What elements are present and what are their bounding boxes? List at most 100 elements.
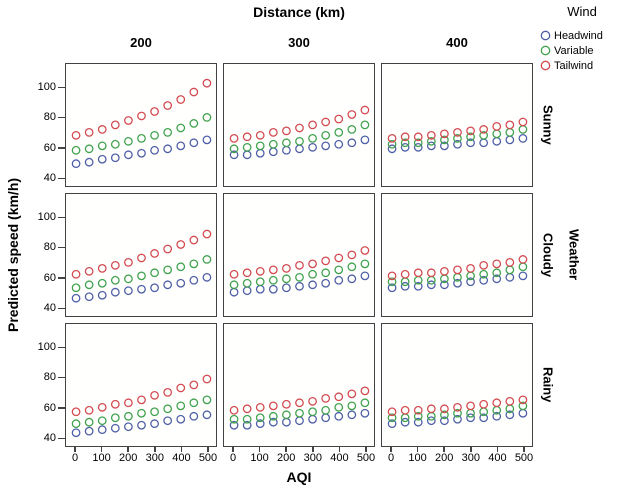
column-header-200: 200	[130, 35, 152, 50]
data-point-headwind	[518, 408, 528, 418]
row-header-cloudy: Cloudy	[540, 232, 556, 278]
data-point-headwind	[426, 141, 436, 151]
data-point-headwind	[189, 275, 199, 285]
data-point-tailwind	[518, 255, 528, 264]
data-point-headwind	[453, 414, 462, 424]
y-tick-label: 100	[37, 211, 56, 223]
data-point-variable	[440, 410, 449, 420]
data-point-headwind	[268, 417, 278, 427]
data-point-headwind	[84, 292, 94, 302]
data-point-headwind	[282, 145, 291, 155]
data-point-variable	[360, 120, 370, 130]
data-point-tailwind	[242, 404, 252, 414]
x-tick-label: 300	[145, 452, 164, 464]
data-point-headwind	[440, 416, 449, 426]
data-point-tailwind	[137, 111, 146, 121]
data-point-tailwind	[71, 269, 81, 279]
data-point-variable	[97, 416, 107, 426]
data-point-variable	[453, 408, 462, 418]
x-tick-mark	[180, 447, 183, 452]
data-point-variable	[282, 410, 291, 420]
x-tick-label: 400	[330, 452, 349, 464]
data-point-tailwind	[255, 266, 265, 276]
data-point-headwind	[84, 426, 94, 436]
data-point-tailwind	[453, 265, 462, 275]
data-point-tailwind	[347, 250, 357, 260]
data-point-headwind	[110, 153, 120, 163]
y-tick-label: 40	[43, 302, 56, 314]
data-point-tailwind	[97, 264, 107, 273]
data-point-variable	[334, 128, 344, 137]
data-point-headwind	[282, 283, 291, 293]
data-point-tailwind	[255, 130, 265, 140]
data-point-tailwind	[440, 129, 449, 139]
data-point-tailwind	[308, 259, 317, 269]
data-point-headwind	[308, 142, 317, 152]
data-point-headwind	[202, 410, 212, 420]
data-point-variable	[268, 411, 278, 421]
data-point-headwind	[163, 144, 173, 154]
data-point-tailwind	[110, 120, 120, 130]
data-point-headwind	[308, 280, 317, 290]
x-tick-mark	[154, 447, 156, 452]
data-point-tailwind	[176, 383, 186, 393]
data-point-tailwind	[202, 229, 212, 239]
data-point-variable	[255, 141, 265, 151]
data-point-headwind	[321, 413, 331, 423]
data-point-headwind	[295, 144, 304, 154]
data-point-variable	[360, 259, 370, 269]
data-point-variable	[505, 128, 515, 137]
data-point-tailwind	[466, 126, 475, 136]
data-point-variable	[308, 407, 317, 417]
data-point-variable	[150, 407, 159, 417]
data-point-tailwind	[71, 407, 81, 417]
data-point-variable	[321, 268, 331, 278]
data-point-tailwind	[518, 117, 528, 127]
x-tick-label: 200	[119, 452, 138, 464]
data-point-headwind	[150, 145, 159, 155]
data-point-variable	[387, 413, 397, 423]
data-point-headwind	[466, 413, 475, 423]
x-tick-mark	[100, 447, 103, 452]
data-point-headwind	[440, 280, 449, 290]
x-tick-label: 200	[277, 452, 296, 464]
y-tick-mark	[58, 86, 65, 88]
data-point-variable	[97, 278, 107, 288]
data-point-variable	[268, 275, 278, 285]
y-tick-mark	[58, 177, 65, 179]
y-tick-mark	[58, 216, 65, 218]
data-point-headwind	[124, 422, 133, 432]
data-point-tailwind	[229, 269, 239, 279]
data-point-variable	[347, 262, 357, 272]
data-point-tailwind	[321, 394, 331, 403]
data-point-tailwind	[492, 121, 502, 131]
data-point-tailwind	[229, 134, 239, 143]
x-tick-label: 400	[172, 452, 191, 464]
data-point-headwind	[387, 419, 397, 429]
x-tick-label: 500	[198, 452, 218, 464]
data-point-variable	[492, 129, 502, 139]
data-point-tailwind	[308, 120, 317, 130]
x-tick-mark	[127, 447, 129, 452]
data-point-variable	[176, 262, 186, 272]
data-point-variable	[110, 413, 120, 423]
data-point-headwind	[347, 138, 357, 148]
legend: Wind Headwind Variable Tailwind	[540, 4, 624, 73]
data-point-headwind	[413, 281, 423, 291]
data-point-headwind	[150, 419, 159, 429]
data-point-tailwind	[426, 268, 436, 278]
data-point-variable	[466, 408, 475, 418]
data-point-tailwind	[97, 402, 107, 412]
legend-entry-label: Tailwind	[554, 59, 594, 72]
data-point-variable	[242, 278, 252, 288]
data-point-variable	[176, 123, 186, 133]
data-point-variable	[189, 398, 199, 408]
data-point-variable	[229, 280, 239, 290]
data-point-headwind	[97, 154, 107, 164]
data-point-tailwind	[189, 235, 199, 245]
data-point-tailwind	[466, 264, 475, 273]
data-point-headwind	[110, 423, 120, 433]
x-tick-mark	[416, 447, 419, 452]
x-tick-mark	[496, 447, 499, 452]
data-point-variable	[413, 411, 423, 421]
